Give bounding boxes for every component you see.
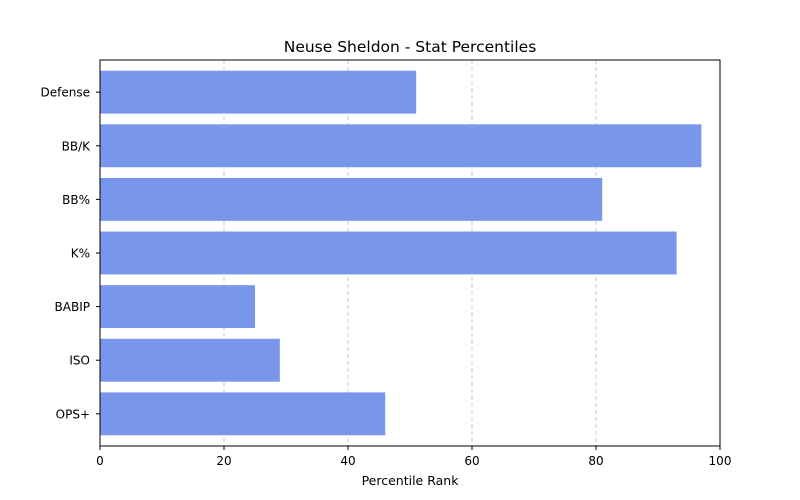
bar [100,392,386,436]
bar [100,70,417,114]
y-tick-label: OPS+ [56,407,90,421]
x-tick-label: 0 [96,454,104,468]
chart-title: Neuse Sheldon - Stat Percentiles [284,38,537,56]
bars [100,70,702,436]
x-tick-label: 60 [464,454,479,468]
y-tick-label: Defense [41,86,90,100]
bar [100,124,702,168]
y-axis: OPS+ ISO BABIP K% BB% BB/K Defense [41,86,100,421]
bar [100,338,280,382]
x-axis: 0 20 40 60 80 100 [96,446,731,468]
y-tick-label: BB% [62,193,90,207]
y-tick-label: ISO [69,354,90,368]
x-tick-label: 100 [709,454,732,468]
bar [100,177,603,221]
x-tick-label: 80 [588,454,603,468]
x-tick-label: 40 [340,454,355,468]
y-tick-label: BABIP [55,300,90,314]
bar [100,231,677,275]
x-tick-label: 20 [216,454,231,468]
x-axis-title: Percentile Rank [362,473,460,488]
y-tick-label: BB/K [62,139,92,153]
y-tick-label: K% [71,247,90,261]
bar [100,285,255,329]
